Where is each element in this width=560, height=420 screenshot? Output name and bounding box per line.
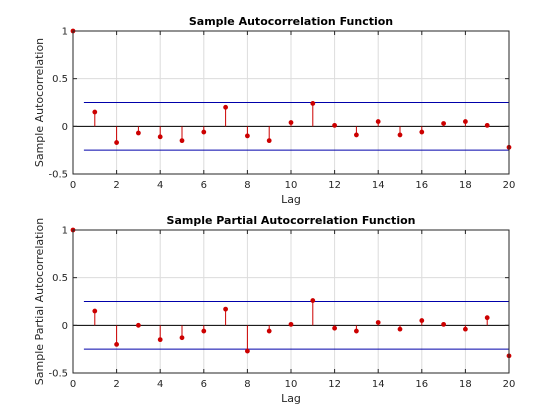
stem-marker bbox=[310, 298, 316, 303]
stem-marker bbox=[375, 320, 381, 325]
stem-marker bbox=[441, 121, 447, 126]
stem-marker bbox=[484, 122, 490, 128]
x-tick-label: 2 bbox=[113, 379, 119, 390]
x-tick-label: 2 bbox=[113, 180, 119, 191]
stem-marker bbox=[244, 348, 250, 354]
stem-marker bbox=[201, 328, 207, 334]
stem-marker bbox=[114, 341, 119, 347]
x-tick-label: 0 bbox=[70, 180, 76, 191]
x-tick-label: 0 bbox=[70, 379, 76, 390]
stem-marker bbox=[135, 130, 141, 136]
x-tick-label: 16 bbox=[415, 379, 428, 390]
stem-marker bbox=[332, 325, 338, 331]
y-tick-label: 0.5 bbox=[52, 74, 68, 85]
stem-marker bbox=[179, 138, 185, 144]
stem-marker bbox=[484, 315, 490, 321]
x-tick-label: 4 bbox=[157, 379, 163, 390]
x-tick-label: 4 bbox=[157, 180, 163, 191]
x-tick-label: 10 bbox=[285, 180, 298, 191]
x-tick-label: 12 bbox=[328, 180, 341, 191]
x-tick-label: 20 bbox=[503, 180, 516, 191]
y-tick-label: 1 bbox=[62, 27, 68, 38]
x-tick-label: 6 bbox=[201, 379, 207, 390]
stem-marker bbox=[310, 101, 316, 106]
x-tick-label: 14 bbox=[372, 379, 385, 390]
stem-marker bbox=[397, 326, 403, 332]
x-tick-label: 8 bbox=[244, 379, 250, 390]
x-tick-label: 16 bbox=[415, 180, 428, 191]
chart-title: Sample Partial Autocorrelation Function bbox=[167, 214, 416, 227]
x-tick-label: 8 bbox=[244, 180, 250, 191]
stem-marker bbox=[157, 134, 163, 140]
stem-marker bbox=[135, 322, 141, 328]
y-axis-label: Sample Partial Autocorrelation bbox=[33, 218, 46, 385]
stem-marker bbox=[353, 328, 359, 334]
stem-marker bbox=[462, 119, 468, 124]
stem-marker bbox=[92, 109, 98, 115]
stem-marker bbox=[288, 120, 294, 125]
stem-marker bbox=[397, 132, 403, 138]
stem-marker bbox=[462, 326, 468, 332]
stem-marker bbox=[332, 122, 338, 128]
stem-marker bbox=[179, 335, 185, 341]
x-tick-label: 6 bbox=[201, 180, 207, 191]
stem-marker bbox=[244, 133, 250, 139]
x-axis-label: Lag bbox=[281, 392, 301, 405]
x-tick-label: 14 bbox=[372, 180, 385, 191]
stem-marker bbox=[157, 337, 163, 343]
x-tick-label: 20 bbox=[503, 379, 516, 390]
x-axis-label: Lag bbox=[281, 193, 301, 206]
stem-marker bbox=[201, 129, 207, 135]
x-tick-label: 18 bbox=[459, 180, 472, 191]
x-tick-label: 12 bbox=[328, 379, 341, 390]
stem-marker bbox=[288, 321, 294, 327]
stem-marker bbox=[375, 119, 381, 124]
y-tick-label: 1 bbox=[62, 226, 68, 237]
chart-title: Sample Autocorrelation Function bbox=[189, 15, 393, 28]
y-tick-label: -0.5 bbox=[48, 369, 68, 380]
stem-marker bbox=[223, 306, 229, 312]
stem-marker bbox=[223, 104, 229, 110]
stem-marker bbox=[114, 140, 119, 145]
y-tick-label: -0.5 bbox=[48, 170, 68, 181]
stem-marker bbox=[419, 318, 425, 323]
stem-marker bbox=[266, 138, 272, 144]
stem-marker bbox=[441, 321, 447, 327]
x-tick-label: 18 bbox=[459, 379, 472, 390]
y-tick-label: 0 bbox=[62, 122, 68, 133]
x-tick-label: 10 bbox=[285, 379, 298, 390]
stem-marker bbox=[92, 308, 98, 314]
stem-marker bbox=[353, 132, 359, 138]
y-tick-label: 0 bbox=[62, 321, 68, 332]
y-tick-label: 0.5 bbox=[52, 273, 68, 284]
stem-marker bbox=[266, 328, 272, 334]
stem-marker bbox=[419, 129, 425, 135]
y-axis-label: Sample Autocorrelation bbox=[33, 38, 46, 167]
